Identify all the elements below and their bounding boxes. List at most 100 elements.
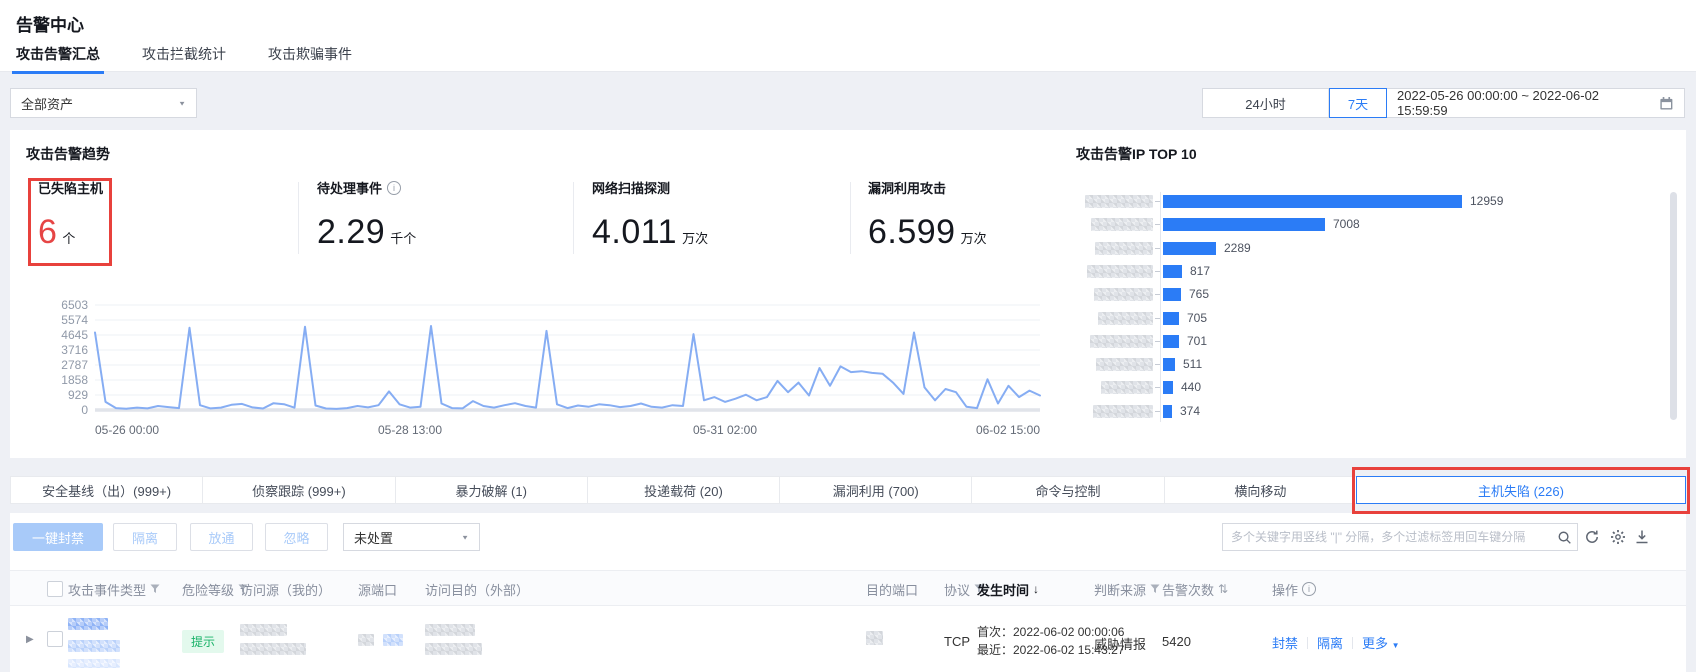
col-attack-event-type: 攻击事件类型	[68, 582, 147, 598]
search-input[interactable]	[1223, 530, 1551, 544]
stat-value: 6	[38, 213, 58, 251]
stage-tab-vuln-exploit[interactable]: 漏洞利用 (700)	[779, 476, 973, 504]
bar-value: 12959	[1470, 194, 1504, 208]
ban-link[interactable]: 封禁	[1272, 636, 1299, 651]
bar-row: 2289	[1065, 237, 1665, 260]
stage-tab-command-control[interactable]: 命令与控制	[971, 476, 1165, 504]
range-7d-button[interactable]: 7天	[1329, 88, 1387, 118]
status-select[interactable]: 未处置 ▼	[343, 523, 480, 551]
col-operation: 操作	[1272, 582, 1299, 598]
bar-row: 701	[1065, 330, 1665, 353]
blurred-event-type-link[interactable]	[68, 618, 108, 630]
col-protocol: 协议	[944, 582, 971, 598]
bar-value: 2289	[1224, 240, 1251, 255]
sort-icon[interactable]: ⇅	[1218, 582, 1229, 596]
blurred-source-text	[240, 624, 287, 636]
date-range-picker[interactable]: 2022-05-26 00:00:00 ~ 2022-06-02 15:59:5…	[1387, 88, 1684, 118]
risk-level-badge: 提示	[182, 630, 225, 653]
filter-icon[interactable]	[974, 584, 984, 594]
stat-card-vuln-exploit: 漏洞利用攻击 6.599 万次	[868, 178, 987, 252]
card-divider	[573, 182, 574, 254]
bar-row: 374	[1065, 400, 1665, 423]
gear-icon[interactable]	[1608, 527, 1628, 547]
stat-unit: 万次	[960, 231, 987, 246]
blurred-event-type-link[interactable]	[68, 640, 120, 652]
more-link[interactable]: 更多 ▼	[1362, 636, 1400, 651]
bar-chart-scrollbar[interactable]	[1670, 192, 1677, 420]
bar-row: 765	[1065, 283, 1665, 306]
stat-value: 2.29	[317, 213, 386, 251]
ban-all-button[interactable]: 一键封禁	[13, 523, 103, 551]
sort-desc-icon[interactable]: ↓	[1033, 582, 1040, 596]
stage-tab-security-baseline[interactable]: 安全基线（出）(999+)	[10, 476, 204, 504]
info-icon[interactable]: i	[387, 180, 402, 195]
operation-cell: 封禁 隔离 更多 ▼	[1272, 633, 1400, 653]
asset-select[interactable]: 全部资产 ▼	[10, 88, 197, 118]
col-access-dest: 访问目的（外部）	[425, 582, 530, 598]
tab-attack-deception-events[interactable]: 攻击欺骗事件	[268, 46, 352, 62]
axis-tick	[1155, 247, 1160, 249]
isolate-button[interactable]: 隔离	[113, 523, 177, 551]
topip-section-title: 攻击告警IP TOP 10	[1076, 146, 1197, 162]
bar	[1163, 241, 1216, 255]
svg-text:6503: 6503	[61, 298, 88, 312]
stage-tab-payload-delivery[interactable]: 投递载荷 (20)	[586, 476, 781, 504]
filter-icon[interactable]	[150, 584, 160, 594]
blurred-event-type-text	[68, 659, 120, 668]
filter-icon[interactable]	[1150, 584, 1160, 594]
axis-tick	[1155, 410, 1160, 412]
tab-attack-block-stats[interactable]: 攻击拦截统计	[142, 46, 226, 62]
bar	[1163, 288, 1181, 302]
stage-tab-bruteforce[interactable]: 暴力破解 (1)	[394, 476, 588, 504]
filter-icon[interactable]	[238, 584, 248, 594]
ignore-button[interactable]: 忽略	[265, 523, 328, 551]
blurred-ip-label	[1087, 264, 1153, 278]
stage-tab-host-compromised[interactable]: 主机失陷 (226)	[1355, 476, 1686, 504]
svg-text:5574: 5574	[61, 313, 88, 327]
bar-value: 705	[1187, 310, 1208, 325]
select-all-checkbox[interactable]	[47, 581, 63, 597]
stage-tab-lateral-movement[interactable]: 横向移动	[1163, 476, 1357, 504]
first-time: 首次：2022-06-02 00:00:06	[977, 625, 1125, 639]
svg-text:1858: 1858	[61, 373, 88, 387]
blurred-dest-text	[425, 624, 475, 636]
range-24h-button[interactable]: 24小时	[1203, 89, 1329, 117]
bar-row: 817	[1065, 260, 1665, 283]
stat-card-network-scan: 网络扫描探测 4.011 万次	[592, 178, 708, 252]
blurred-dest-port	[866, 631, 883, 645]
tab-attack-alert-summary[interactable]: 攻击告警汇总	[12, 44, 104, 74]
info-icon[interactable]: i	[1302, 582, 1317, 596]
allow-button[interactable]: 放通	[190, 523, 253, 551]
stat-value: 4.011	[592, 213, 678, 251]
expand-row-icon[interactable]: ▶	[26, 634, 34, 645]
bar-row: 440	[1065, 376, 1665, 399]
isolate-link[interactable]: 隔离	[1317, 636, 1344, 651]
download-icon[interactable]	[1632, 527, 1652, 547]
chevron-down-icon: ▼	[1391, 641, 1400, 650]
asset-select-value: 全部资产	[21, 96, 74, 112]
bar-value: 765	[1189, 287, 1210, 302]
bar-value: 701	[1187, 333, 1208, 348]
trend-section-title: 攻击告警趋势	[26, 146, 110, 162]
axis-tick	[1155, 270, 1160, 272]
table-header: 攻击事件类型 危险等级 访问源（我的） 源端口 访问目的（外部） 目的端口 协议…	[10, 570, 1686, 606]
refresh-icon[interactable]	[1582, 527, 1602, 547]
row-checkbox[interactable]	[47, 631, 63, 647]
bar-value: 440	[1181, 380, 1202, 395]
topip-bar-chart: 12959 7008 2289 817 765 705 701 511 440 374	[1065, 190, 1665, 426]
blurred-ip-label	[1101, 381, 1153, 395]
search-icon[interactable]	[1551, 530, 1577, 545]
table-row: ▶ 提示 TCP 首次：2022-06-02 00:00:06 最近：2022-…	[10, 606, 1686, 672]
col-access-source: 访问源（我的）	[240, 582, 332, 598]
stat-unit: 个	[62, 231, 76, 246]
svg-text:05-28 13:00: 05-28 13:00	[378, 423, 442, 437]
bar	[1163, 264, 1182, 278]
bar-chart-axis	[1160, 192, 1161, 422]
col-risk-level: 危险等级	[182, 582, 235, 598]
blurred-ip-label	[1094, 288, 1153, 302]
bar-value: 374	[1180, 403, 1201, 418]
stage-tab-recon[interactable]: 侦察跟踪 (999+)	[202, 476, 396, 504]
